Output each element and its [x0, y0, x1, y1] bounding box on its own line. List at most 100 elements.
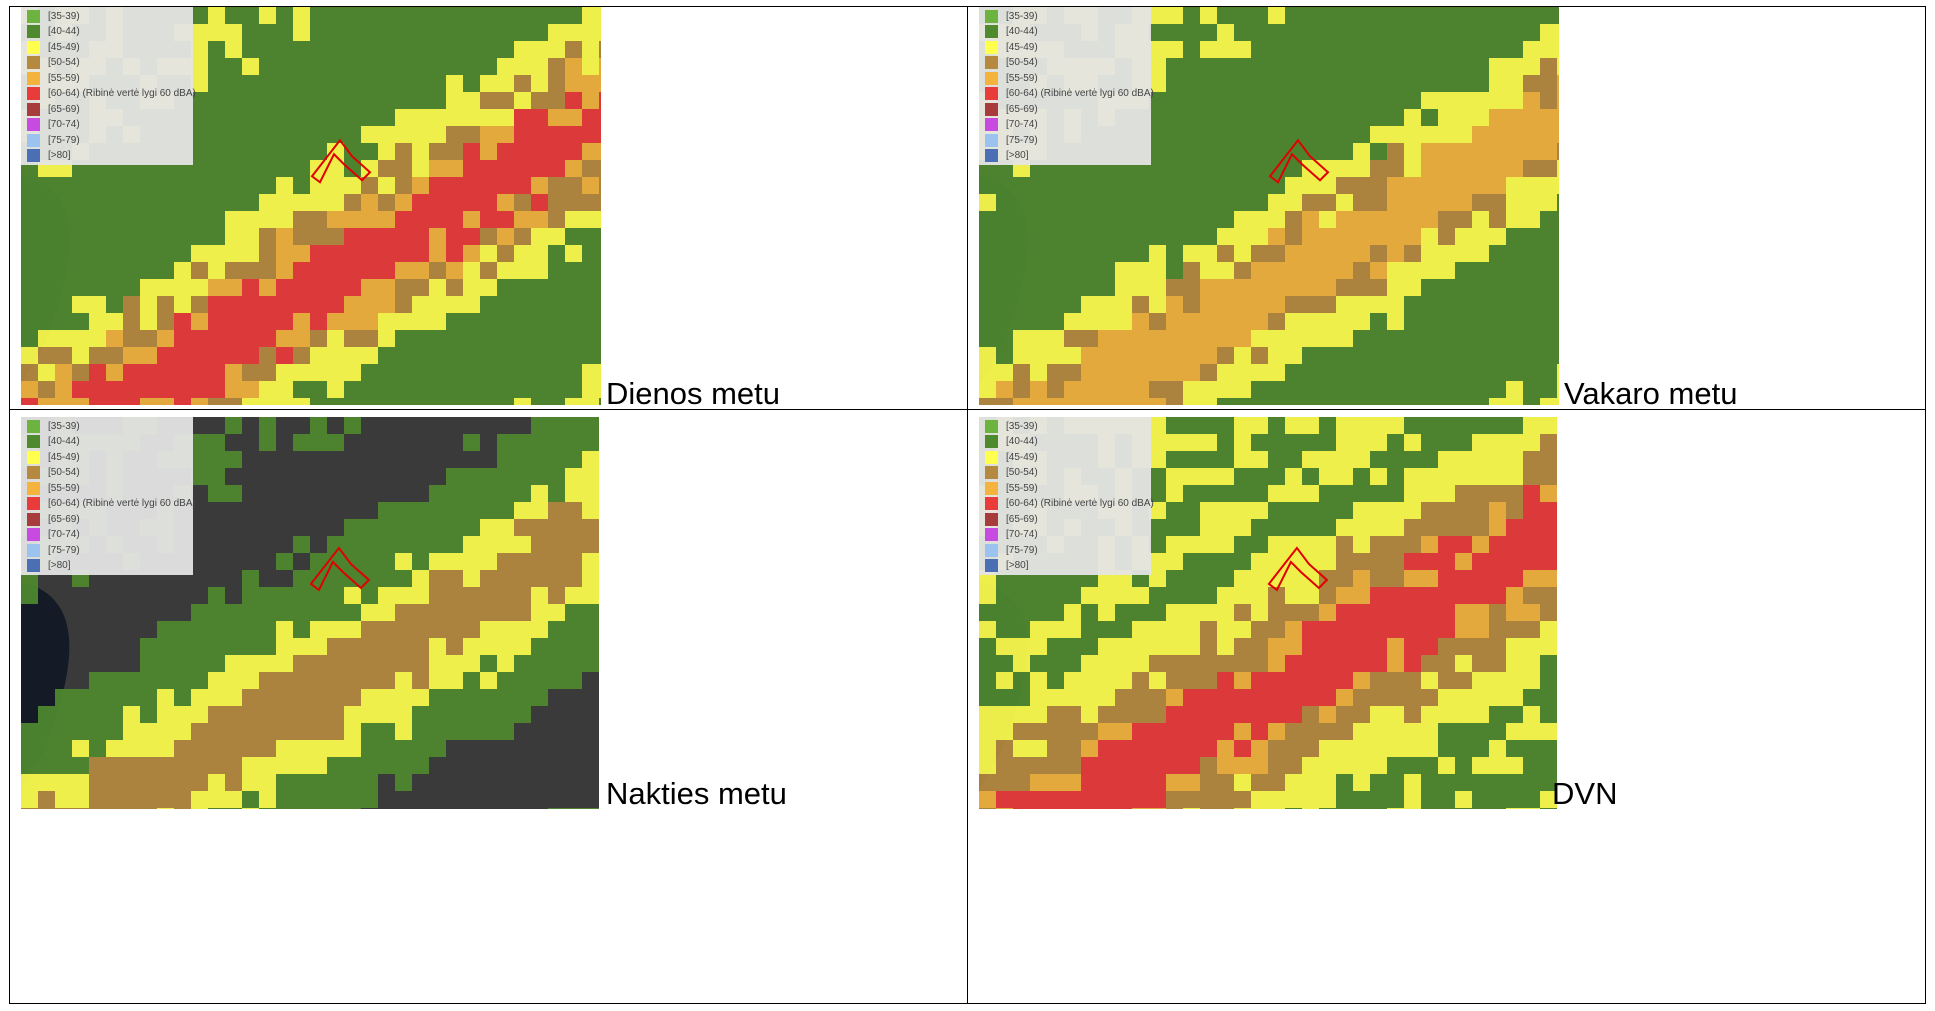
noise-cell [208, 621, 225, 638]
noise-cell [89, 296, 106, 313]
noise-cell [1149, 536, 1166, 553]
noise-map-evening[interactable]: [35-39) [40-44) [45-49) [50-54) [55-59) [60-6… [979, 7, 1559, 405]
noise-cell [1268, 468, 1285, 485]
noise-cell [1166, 194, 1183, 211]
noise-cell [276, 723, 293, 740]
noise-cell [395, 519, 412, 536]
noise-cell [1251, 177, 1268, 194]
noise-cell [123, 689, 140, 706]
noise-cell [412, 398, 429, 405]
noise-map-dvn[interactable]: [35-39) [40-44) [45-49) [50-54) [55-59) [60-6… [979, 417, 1557, 809]
noise-cell [89, 228, 106, 245]
noise-cell [979, 774, 996, 791]
noise-cell [1183, 485, 1200, 502]
noise-cell [1030, 774, 1047, 791]
noise-cell [276, 245, 293, 262]
noise-cell [446, 398, 463, 405]
noise-cell [1370, 553, 1387, 570]
noise-cell [1149, 398, 1166, 405]
noise-cell [344, 330, 361, 347]
noise-cell [480, 587, 497, 604]
noise-cell [1438, 621, 1455, 638]
noise-cell [225, 262, 242, 279]
noise-cell [1506, 211, 1523, 228]
noise-cell [276, 740, 293, 757]
noise-cell [463, 75, 480, 92]
noise-map-night[interactable]: [35-39) [40-44) [45-49) [50-54) [55-59) [60-6… [21, 417, 599, 809]
noise-cell [429, 536, 446, 553]
noise-cell [996, 228, 1013, 245]
noise-cell [344, 723, 361, 740]
noise-cell [327, 211, 344, 228]
noise-cell [1370, 194, 1387, 211]
noise-cell [1438, 485, 1455, 502]
noise-cell [1234, 757, 1251, 774]
noise-cell [497, 160, 514, 177]
noise-cell [327, 58, 344, 75]
noise-cell [1183, 468, 1200, 485]
legend-item: [50-54) [27, 56, 80, 70]
noise-cell [1370, 228, 1387, 245]
noise-cell [344, 740, 361, 757]
noise-cell [582, 279, 599, 296]
noise-cell [1234, 417, 1251, 434]
noise-cell [344, 604, 361, 621]
noise-cell [395, 24, 412, 41]
noise-cell [1200, 398, 1217, 405]
noise-cell [565, 41, 582, 58]
noise-cell [106, 211, 123, 228]
noise-cell [361, 689, 378, 706]
noise-cell [996, 587, 1013, 604]
noise-cell [1234, 75, 1251, 92]
noise-cell [1336, 638, 1353, 655]
noise-cell [310, 143, 327, 160]
noise-cell [1404, 160, 1421, 177]
noise-cell [429, 194, 446, 211]
noise-cell [276, 330, 293, 347]
noise-cell [548, 330, 565, 347]
noise-cell [1489, 194, 1506, 211]
noise-cell [395, 706, 412, 723]
noise-cell [1217, 757, 1234, 774]
noise-cell [174, 364, 191, 381]
noise-cell [1098, 655, 1115, 672]
noise-cell [1285, 604, 1302, 621]
noise-cell [1251, 330, 1268, 347]
legend-item: [>80] [27, 559, 71, 573]
noise-cell [1047, 177, 1064, 194]
noise-cell [140, 279, 157, 296]
noise-cell [191, 109, 208, 126]
noise-cell [599, 313, 601, 330]
noise-cell [582, 621, 599, 638]
noise-cell [446, 519, 463, 536]
noise-cell [1302, 194, 1319, 211]
legend-label: [45-49) [48, 451, 80, 463]
noise-cell [531, 655, 548, 672]
noise-cell [1183, 177, 1200, 194]
noise-cell [1132, 313, 1149, 330]
noise-cell [191, 621, 208, 638]
noise-cell [123, 740, 140, 757]
noise-cell [293, 262, 310, 279]
noise-cell [1421, 604, 1438, 621]
noise-cell [310, 347, 327, 364]
noise-cell [378, 347, 395, 364]
noise-cell [446, 553, 463, 570]
noise-map-day[interactable]: [35-39) [40-44) [45-49) [50-54) [55-59) [60-6… [21, 7, 601, 405]
noise-cell [1183, 706, 1200, 723]
noise-cell [174, 194, 191, 211]
noise-cell [531, 211, 548, 228]
noise-cell [1098, 689, 1115, 706]
noise-cell [497, 587, 514, 604]
noise-cell [463, 434, 480, 451]
noise-cell [548, 381, 565, 398]
noise-cell [1370, 740, 1387, 757]
noise-cell [1489, 75, 1506, 92]
noise-cell [276, 24, 293, 41]
noise-cell [1234, 587, 1251, 604]
noise-cell [1285, 808, 1302, 809]
noise-cell [191, 689, 208, 706]
noise-cell [1132, 587, 1149, 604]
noise-cell [1370, 262, 1387, 279]
noise-cell [106, 808, 123, 809]
